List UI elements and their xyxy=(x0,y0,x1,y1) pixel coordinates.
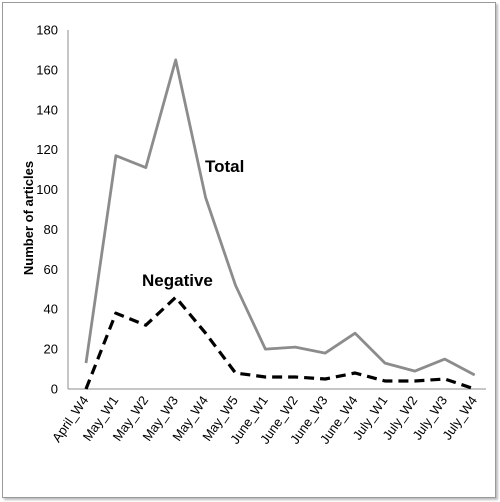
y-axis-label: Number of articles xyxy=(21,161,36,275)
y-tick-label: 180 xyxy=(36,23,58,38)
axes xyxy=(67,30,486,390)
y-tick-label: 140 xyxy=(36,102,58,117)
y-tick-label: 40 xyxy=(44,302,58,317)
y-tick-label: 160 xyxy=(36,62,58,77)
series-line-negative xyxy=(84,295,476,391)
y-tick-label: 60 xyxy=(44,262,58,277)
y-tick-label: 0 xyxy=(51,382,58,397)
chart-frame xyxy=(2,2,496,498)
y-tick-label: 80 xyxy=(44,222,58,237)
series-label-total: Total xyxy=(205,157,244,176)
y-tick-labels: 0 20 40 60 80 100 120 140 160 180 xyxy=(36,23,58,397)
series-labels: Total Negative xyxy=(142,157,244,290)
y-tick-label: 20 xyxy=(44,342,58,357)
series-lines xyxy=(84,58,476,391)
x-tick-labels: April_W4May_W1May_W2May_W3May_W4May_W5Ju… xyxy=(49,393,480,447)
series-line-total xyxy=(84,58,476,377)
y-tick-label: 100 xyxy=(36,182,58,197)
y-tick-label: 120 xyxy=(36,142,58,157)
series-label-negative: Negative xyxy=(142,271,213,290)
